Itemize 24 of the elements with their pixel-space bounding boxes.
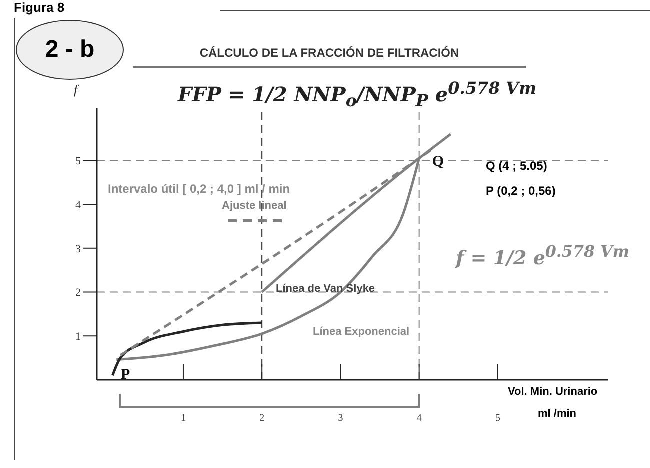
x-tick-label: 3 [338,413,344,424]
y-tick-label: 2 [76,287,81,300]
annotation: FFP = 1/2 NNP$_{o}$/NNP$_{P}$ e$^{0.578 Vm}$ [178,78,537,111]
x-tick-label: 2 [260,413,265,424]
annotation: Q (4 ; 5.05) [486,159,548,173]
y-tick-label: 4 [76,199,82,212]
series-label: Línea de Van Slyke [276,283,376,295]
x-tick-label: 5 [495,413,500,424]
text: 2 - b [16,20,124,80]
y-axis-title: f [74,82,80,98]
annotation: f = 1/2 e$^{0.578 Vm}$ [456,242,630,270]
annotation: Intervalo útil [ 0,2 ; 4,0 ] ml / min [108,182,290,196]
x-tick-label: 4 [416,413,422,424]
annotation: Q [432,154,444,170]
chart-title: CÁLCULO DE LA FRACCIÓN DE FILTRACIÓN [198,46,460,60]
annotation: P (0,2 ; 0,56) [486,184,556,198]
series-label: Línea Exponencial [313,326,410,338]
annotation: P [121,367,130,384]
x-tick-label: 1 [180,413,186,424]
text: Figura 8 [8,0,71,15]
y-tick-label: 5 [76,156,82,168]
y-tick-label: 1 [76,331,81,344]
y-tick-label: 3 [76,243,82,256]
x-axis-title: Vol. Min. Urinario ml /min [508,386,598,420]
